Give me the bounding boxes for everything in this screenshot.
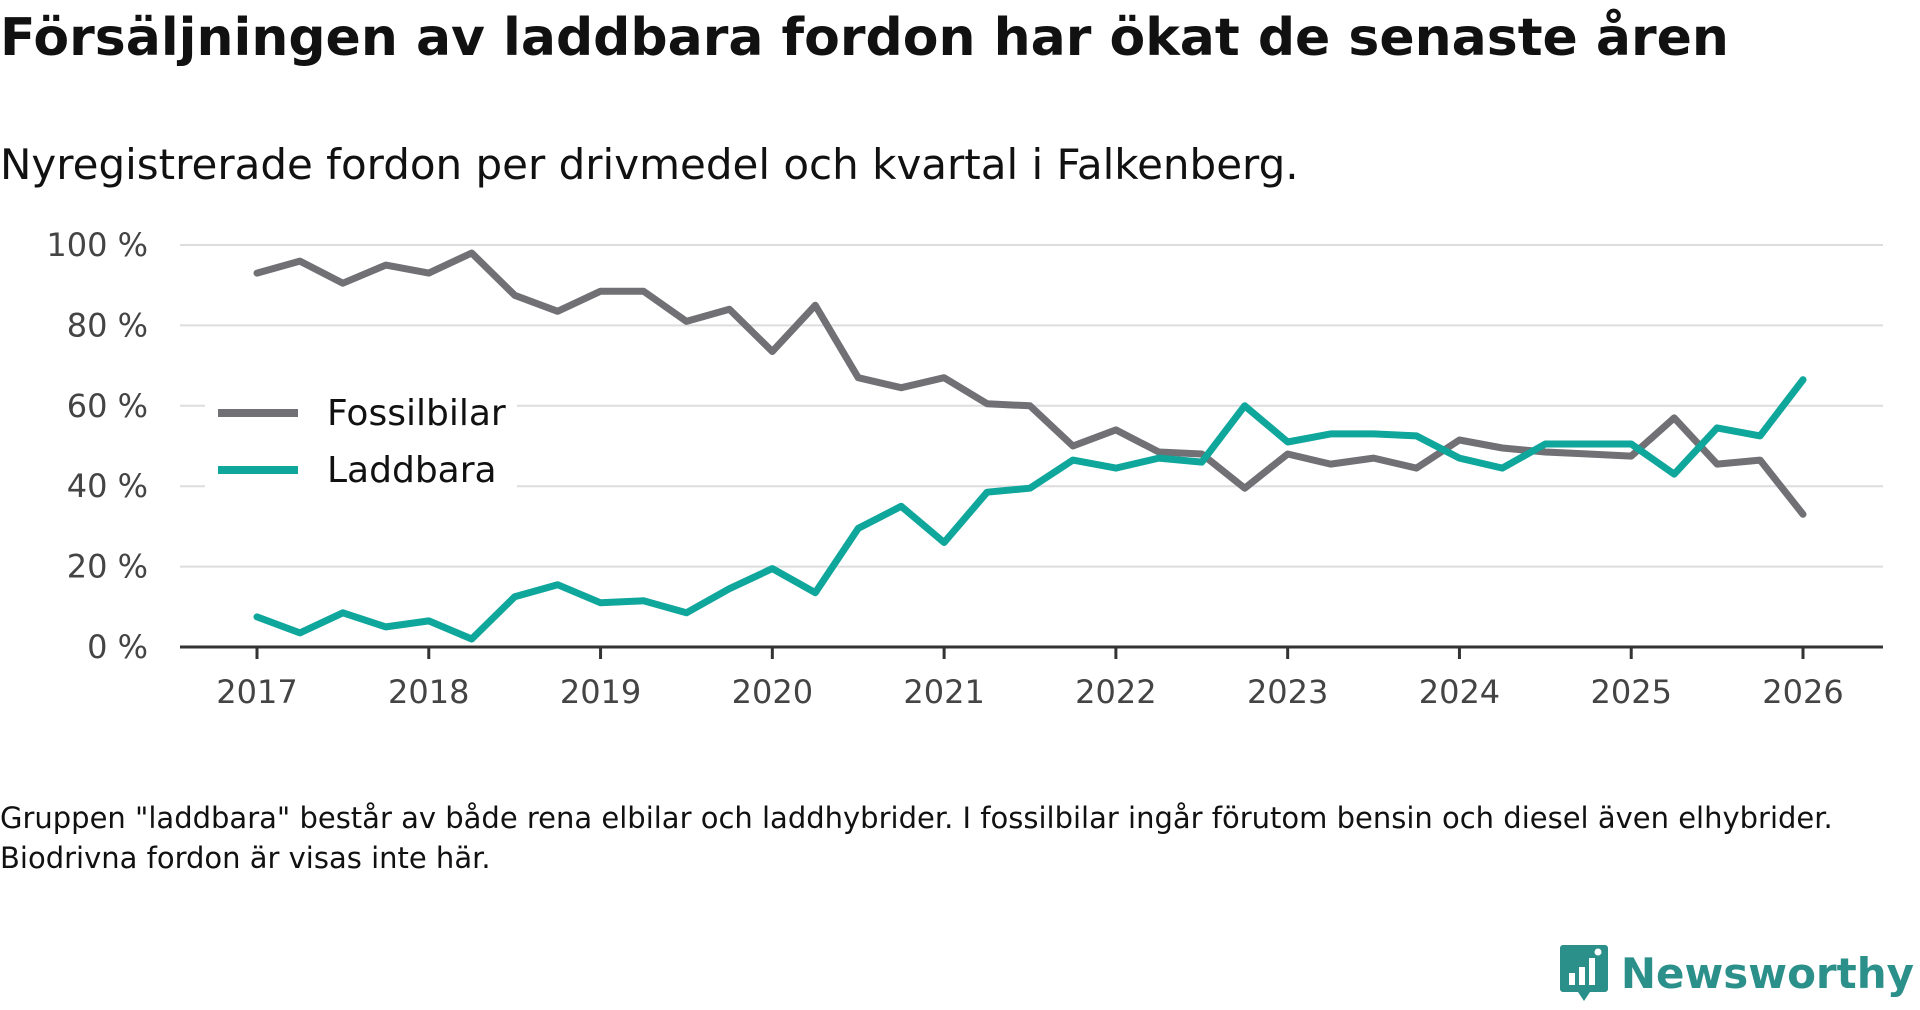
line-chart: 0 % 20 % 40 % 60 % 80 % 100 % 2017 2018 2019 2020… bbox=[46, 226, 1883, 711]
x-tick-label: 2025 bbox=[1591, 673, 1672, 711]
x-tick-label: 2019 bbox=[560, 673, 641, 711]
x-tick-label: 2021 bbox=[903, 673, 984, 711]
y-tick-label: 0 % bbox=[87, 628, 148, 666]
x-tick-label: 2023 bbox=[1247, 673, 1328, 711]
y-tick-label: 40 % bbox=[67, 467, 148, 505]
y-tick-label: 100 % bbox=[46, 226, 148, 264]
newsworthy-logo-icon bbox=[1559, 945, 1608, 1001]
series-line-fossilbilar bbox=[253, 249, 1807, 518]
brand-logo: Newsworthy bbox=[1559, 938, 1914, 1008]
x-tick-label: 2026 bbox=[1762, 673, 1843, 711]
brand-name: Newsworthy bbox=[1620, 948, 1914, 998]
x-tick-label: 2017 bbox=[216, 673, 297, 711]
legend-label-laddbara: Laddbara bbox=[327, 450, 497, 491]
x-tick-label: 2018 bbox=[388, 673, 469, 711]
legend-label-fossilbilar: Fossilbilar bbox=[327, 393, 506, 434]
x-tick-label: 2024 bbox=[1419, 673, 1500, 711]
y-tick-label: 20 % bbox=[67, 548, 148, 586]
footnote: Gruppen "laddbara" består av både rena e… bbox=[0, 801, 1833, 875]
chart-subtitle: Nyregistrerade fordon per drivmedel och … bbox=[0, 140, 1299, 189]
chart-title: Försäljningen av laddbara fordon har öka… bbox=[0, 8, 1729, 68]
x-tick-label: 2020 bbox=[732, 673, 813, 711]
series-line-laddbara bbox=[253, 376, 1807, 643]
x-tick-label: 2022 bbox=[1075, 673, 1156, 711]
legend-background bbox=[205, 383, 517, 495]
y-tick-label: 80 % bbox=[67, 306, 148, 344]
y-tick-label: 60 % bbox=[67, 387, 148, 425]
